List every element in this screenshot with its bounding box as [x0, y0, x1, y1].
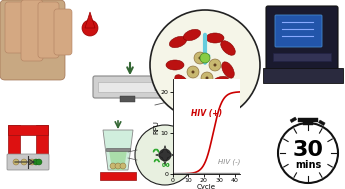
Bar — [100, 172, 136, 180]
Circle shape — [150, 10, 260, 120]
Text: HIV (-): HIV (-) — [218, 159, 240, 165]
FancyBboxPatch shape — [5, 2, 26, 53]
Bar — [303, 121, 313, 125]
Bar — [8, 125, 20, 160]
Circle shape — [135, 125, 195, 185]
Bar — [273, 53, 331, 61]
Circle shape — [110, 163, 116, 169]
Y-axis label: RFU: RFU — [153, 120, 159, 134]
Text: HIV (+): HIV (+) — [191, 109, 223, 118]
PathPatch shape — [109, 150, 127, 170]
Circle shape — [209, 59, 221, 71]
Circle shape — [201, 72, 213, 84]
Ellipse shape — [166, 59, 184, 71]
Circle shape — [33, 159, 39, 165]
Circle shape — [159, 149, 171, 161]
Circle shape — [214, 64, 217, 67]
FancyBboxPatch shape — [275, 15, 322, 47]
PathPatch shape — [85, 12, 95, 28]
PathPatch shape — [103, 130, 133, 170]
Bar — [298, 118, 318, 122]
Circle shape — [120, 163, 126, 169]
Circle shape — [194, 52, 206, 64]
Ellipse shape — [184, 29, 201, 41]
Circle shape — [198, 57, 201, 60]
Ellipse shape — [174, 76, 190, 88]
FancyBboxPatch shape — [54, 9, 72, 55]
FancyBboxPatch shape — [266, 6, 338, 80]
Circle shape — [29, 159, 35, 165]
Circle shape — [187, 66, 199, 78]
FancyBboxPatch shape — [38, 2, 59, 58]
Circle shape — [21, 159, 27, 165]
Circle shape — [115, 163, 121, 169]
Ellipse shape — [172, 34, 184, 50]
Ellipse shape — [213, 75, 227, 89]
Circle shape — [200, 53, 210, 63]
Circle shape — [206, 77, 208, 80]
X-axis label: Cycle: Cycle — [197, 184, 216, 189]
Text: 30: 30 — [293, 140, 324, 160]
Bar — [318, 120, 325, 126]
FancyBboxPatch shape — [0, 0, 65, 80]
Circle shape — [82, 20, 98, 36]
Ellipse shape — [207, 32, 223, 44]
FancyBboxPatch shape — [21, 0, 43, 61]
Circle shape — [36, 159, 42, 165]
Circle shape — [278, 123, 338, 183]
Circle shape — [191, 70, 195, 74]
FancyBboxPatch shape — [98, 82, 222, 92]
Bar — [290, 117, 297, 123]
Ellipse shape — [219, 64, 237, 76]
Bar — [36, 125, 48, 160]
Bar — [120, 96, 135, 102]
Bar — [175, 96, 190, 102]
Ellipse shape — [222, 40, 234, 56]
Text: mins: mins — [295, 160, 321, 170]
Bar — [8, 125, 48, 135]
Bar — [106, 148, 130, 151]
FancyBboxPatch shape — [93, 76, 227, 98]
FancyBboxPatch shape — [7, 154, 49, 170]
Bar — [263, 68, 343, 83]
Circle shape — [13, 159, 19, 165]
